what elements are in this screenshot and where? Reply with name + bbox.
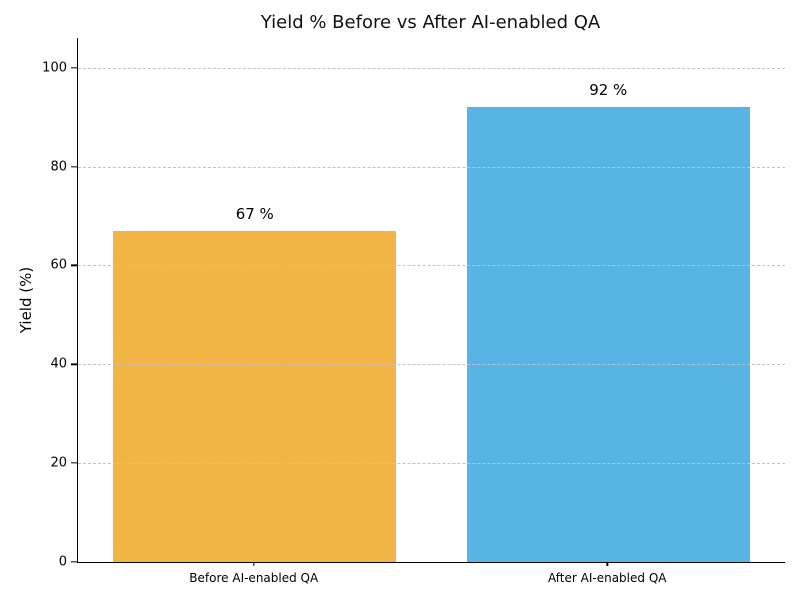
- y-tick-label: 60: [50, 257, 67, 273]
- y-tick-mark: [71, 165, 77, 168]
- y-tick-mark: [71, 363, 77, 365]
- x-tick-label: Before AI-enabled QA: [189, 571, 319, 585]
- y-tick-label: 20: [50, 455, 67, 471]
- y-tick-label: 40: [50, 356, 67, 372]
- plot-area: 67 % 92 %: [77, 38, 785, 563]
- gridline-100: [78, 67, 785, 69]
- bar-value-label: 92 %: [589, 81, 628, 100]
- x-tick-label: After AI-enabled QA: [548, 571, 667, 585]
- gridline-40: [78, 364, 785, 366]
- y-tick-mark: [71, 561, 77, 563]
- y-tick-mark: [71, 462, 77, 464]
- gridline-60: [78, 265, 785, 267]
- gridline-80: [78, 166, 785, 168]
- y-tick-label: 80: [50, 159, 67, 175]
- x-tick-mark: [253, 562, 255, 566]
- y-tick-mark: [71, 67, 77, 69]
- y-tick-mark: [71, 264, 77, 267]
- bar-before-ai-enabled-qa: [113, 230, 397, 562]
- bar-after-ai-enabled-qa: [466, 107, 750, 562]
- y-tick-label: 0: [58, 554, 67, 570]
- bar-value-label: 67 %: [235, 204, 274, 223]
- gridline-20: [78, 463, 785, 465]
- x-tick-mark: [606, 562, 608, 566]
- y-tick-label: 100: [42, 60, 67, 76]
- y-axis-label: Yield (%): [17, 266, 35, 334]
- chart-title: Yield % Before vs After AI-enabled QA: [260, 12, 601, 33]
